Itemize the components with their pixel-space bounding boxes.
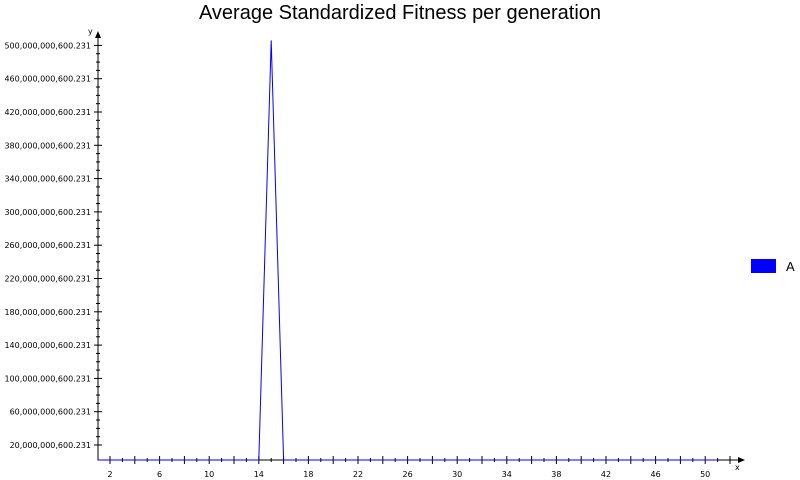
x-tick-label: 26 [403,470,413,479]
y-tick-label: 420,000,000,600.231 [4,108,91,117]
y-axis-arrow [95,31,101,38]
x-tick-label: 42 [601,470,611,479]
y-tick-label: 60,000,000,600.231 [10,408,91,417]
y-tick-label: 100,000,000,600.231 [4,374,91,383]
y-tick-label: 140,000,000,600.231 [4,341,91,350]
y-tick-label: 500,000,000,600.231 [4,41,91,50]
y-tick-label: 300,000,000,600.231 [4,208,91,217]
x-axis-ticks: 2 6 10 14 18 22 26 30 34 38 42 46 50 [107,456,731,479]
x-tick-label: 14 [254,470,264,479]
legend-swatch-a [751,259,776,273]
y-axis-label: y [88,27,93,36]
x-tick-label: 34 [502,470,512,479]
x-axis-arrow [738,457,745,463]
x-tick-label: 10 [204,470,214,479]
x-tick-label: 18 [303,470,313,479]
series-line-a [97,40,718,461]
x-tick-label: 38 [551,470,561,479]
x-tick-label: 30 [452,470,462,479]
y-tick-label: 380,000,000,600.231 [4,141,91,150]
x-tick-label: 6 [157,470,162,479]
x-tick-label: 22 [353,470,363,479]
x-tick-label: 46 [651,470,661,479]
y-tick-label: 260,000,000,600.231 [4,241,91,250]
y-tick-label: 20,000,000,600.231 [10,441,91,450]
legend-label-a: A [786,258,795,274]
x-axis-label: x [735,463,740,472]
series-layer [97,40,718,461]
y-tick-label: 340,000,000,600.231 [4,175,91,184]
y-tick-label: 220,000,000,600.231 [4,275,91,284]
y-tick-label: 180,000,000,600.231 [4,308,91,317]
legend: A [751,258,795,274]
x-tick-label: 2 [107,470,112,479]
y-tick-label: 460,000,000,600.231 [4,75,91,84]
y-axis-ticks: 20,000,000,600.231 60,000,000,600.231 100,… [4,36,102,450]
chart-title: Average Standardized Fitness per generat… [198,2,602,24]
axes: yx [88,27,745,472]
x-tick-label: 50 [700,470,710,479]
